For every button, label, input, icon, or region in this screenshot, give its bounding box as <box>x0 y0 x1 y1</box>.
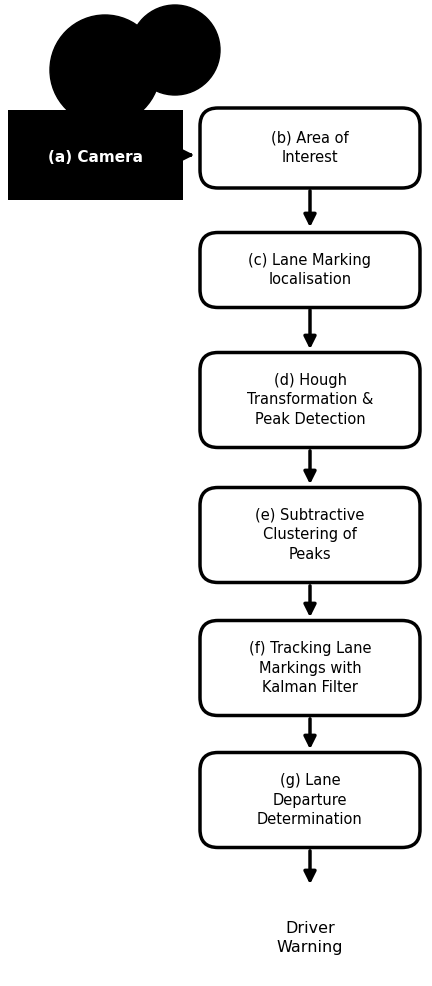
FancyBboxPatch shape <box>200 353 420 448</box>
FancyBboxPatch shape <box>10 135 50 180</box>
FancyBboxPatch shape <box>200 108 420 188</box>
FancyBboxPatch shape <box>200 752 420 848</box>
Text: (d) Hough
Transformation &
Peak Detection: (d) Hough Transformation & Peak Detectio… <box>247 373 373 427</box>
Text: Driver
Warning: Driver Warning <box>277 921 343 955</box>
Text: (c) Lane Marking
localisation: (c) Lane Marking localisation <box>248 252 372 287</box>
Circle shape <box>130 5 220 95</box>
Text: (g) Lane
Departure
Determination: (g) Lane Departure Determination <box>257 773 363 827</box>
FancyBboxPatch shape <box>8 110 183 200</box>
Text: (f) Tracking Lane
Markings with
Kalman Filter: (f) Tracking Lane Markings with Kalman F… <box>249 641 371 695</box>
FancyBboxPatch shape <box>200 233 420 308</box>
FancyBboxPatch shape <box>200 487 420 583</box>
Text: (a) Camera: (a) Camera <box>48 151 143 166</box>
Text: (e) Subtractive
Clustering of
Peaks: (e) Subtractive Clustering of Peaks <box>255 508 365 562</box>
Text: (b) Area of
Interest: (b) Area of Interest <box>271 130 349 166</box>
Circle shape <box>50 15 160 125</box>
FancyBboxPatch shape <box>200 620 420 716</box>
